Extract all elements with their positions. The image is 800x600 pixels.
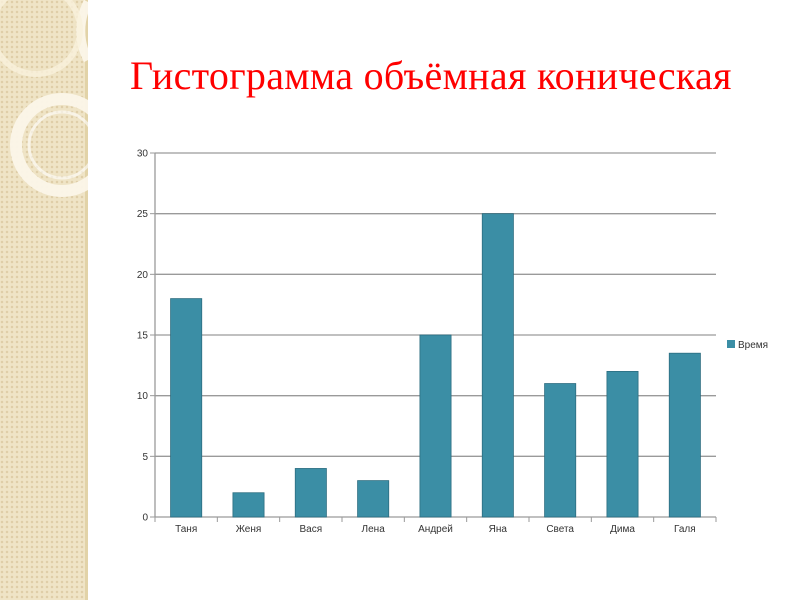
legend-label: Время <box>738 340 768 351</box>
bar <box>481 213 514 518</box>
bar <box>170 298 203 518</box>
bar <box>294 468 327 518</box>
x-tick-label: Вася <box>300 524 323 535</box>
x-tick-label: Лена <box>362 524 386 535</box>
y-tick-label: 5 <box>142 452 148 463</box>
x-tick-label: Яна <box>489 524 508 535</box>
bar <box>668 352 701 518</box>
x-tick-label: Женя <box>236 524 262 535</box>
y-axis-ticks: 0 5 10 15 20 25 30 <box>137 149 155 524</box>
bar <box>419 334 452 518</box>
legend: Время <box>727 340 768 351</box>
x-tick-label: Таня <box>175 524 197 535</box>
y-tick-label: 30 <box>137 149 149 160</box>
y-tick-label: 25 <box>137 209 149 220</box>
bar <box>606 370 639 518</box>
legend-swatch <box>727 340 735 348</box>
x-tick-label: Галя <box>674 524 696 535</box>
bars <box>170 213 701 518</box>
decorative-rings-graphic <box>0 0 88 197</box>
x-axis-ticks: Таня Женя Вася Лена Андрей Яна Света Дима Галя <box>175 517 717 535</box>
slide-title: Гистограмма объёмная коническая <box>130 53 732 98</box>
bar <box>232 492 265 518</box>
bar <box>357 480 390 518</box>
x-tick-label: Света <box>546 524 574 535</box>
x-tick-label: Дима <box>610 524 635 535</box>
decorative-side-panel <box>0 0 88 600</box>
bar <box>544 383 577 518</box>
y-tick-label: 15 <box>137 331 149 342</box>
x-tick-label: Андрей <box>418 524 453 535</box>
y-tick-label: 20 <box>137 270 149 281</box>
y-tick-label: 0 <box>142 513 148 524</box>
y-tick-label: 10 <box>137 391 149 402</box>
